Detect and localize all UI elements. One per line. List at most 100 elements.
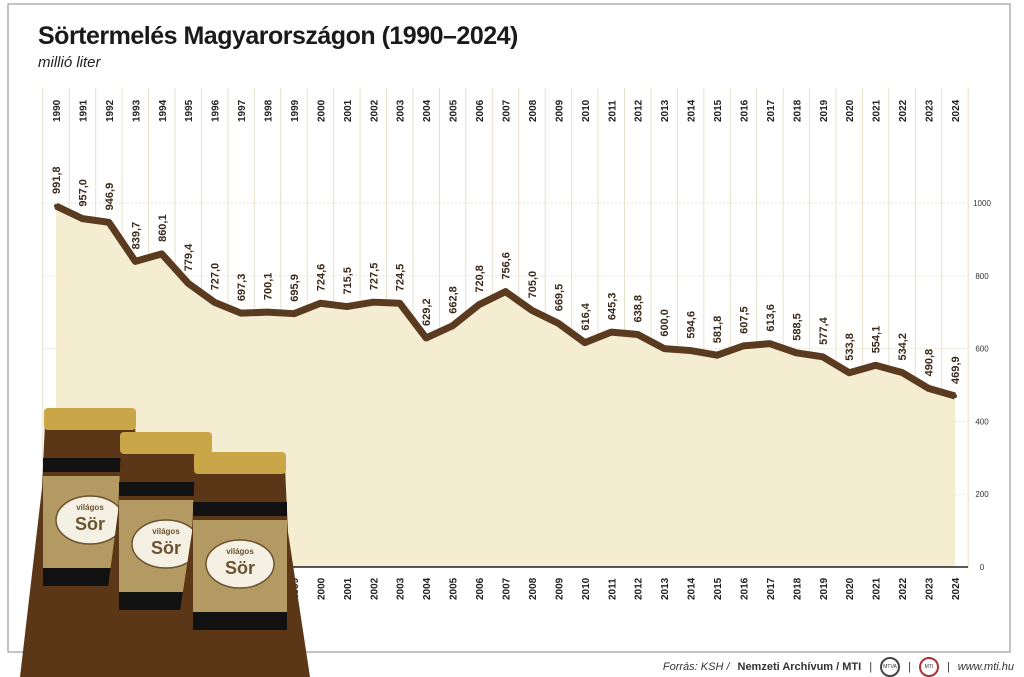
data-label: 700,1 xyxy=(263,273,275,301)
bottle-label-top: világos xyxy=(226,547,254,556)
y-tick-label: 200 xyxy=(975,490,989,499)
x-tick-label-top: 2017 xyxy=(766,99,777,122)
data-label: 554,1 xyxy=(871,326,883,354)
data-point xyxy=(953,393,957,398)
data-point xyxy=(635,332,640,337)
bottle-cap xyxy=(120,432,212,454)
x-tick-label-top: 1994 xyxy=(158,99,169,122)
bottle-band xyxy=(119,482,213,496)
x-tick-label-top: 1990 xyxy=(52,99,63,122)
bottle-band xyxy=(43,458,137,472)
data-label: 577,4 xyxy=(818,316,830,344)
x-tick-label-top: 1995 xyxy=(184,99,195,122)
footer: Forrás: KSH / Nemzeti Archívum / MTI | M… xyxy=(663,657,1014,677)
x-tick-label-bottom: 2000 xyxy=(316,577,327,600)
data-label: 715,5 xyxy=(342,267,354,295)
x-tick-label-top: 2002 xyxy=(369,99,380,122)
data-label: 720,8 xyxy=(474,265,486,293)
bottle-label-top: világos xyxy=(76,503,104,512)
data-label: 991,8 xyxy=(51,166,63,194)
data-point xyxy=(820,354,825,359)
data-point xyxy=(80,216,85,221)
bottle-cap xyxy=(194,452,286,474)
data-point xyxy=(265,310,270,315)
y-tick-label: 1000 xyxy=(973,199,991,208)
x-tick-label-top: 2003 xyxy=(396,99,407,122)
data-label: 616,4 xyxy=(580,302,592,330)
x-tick-label-bottom: 2017 xyxy=(766,577,777,600)
x-tick-label-bottom: 2015 xyxy=(713,577,724,600)
data-label: 534,2 xyxy=(897,333,909,361)
y-tick-label: 600 xyxy=(975,345,989,354)
data-label: 533,8 xyxy=(844,333,856,361)
data-point xyxy=(106,220,111,225)
x-tick-label-top: 2007 xyxy=(502,99,513,122)
x-tick-label-top: 1991 xyxy=(78,99,89,122)
x-tick-label-bottom: 2001 xyxy=(343,577,354,600)
x-tick-label-top: 2006 xyxy=(475,99,486,122)
data-label: 645,3 xyxy=(606,293,618,321)
x-tick-label-bottom: 2016 xyxy=(739,577,750,600)
x-tick-label-top: 2011 xyxy=(607,100,618,122)
x-tick-label-bottom: 2014 xyxy=(687,577,698,600)
chart-title: Sörtermelés Magyarországon (1990–2024) xyxy=(38,22,518,50)
bottle-label-top: világos xyxy=(152,527,180,536)
data-label: 697,3 xyxy=(236,274,248,302)
x-tick-label-top: 1993 xyxy=(131,99,142,122)
x-tick-label-bottom: 2008 xyxy=(528,577,539,600)
data-point xyxy=(503,289,508,294)
data-point xyxy=(450,323,455,328)
data-point xyxy=(344,304,349,309)
y-tick-label: 0 xyxy=(980,563,985,572)
data-point xyxy=(397,301,402,306)
x-tick-label-top: 2009 xyxy=(554,99,565,122)
data-point xyxy=(186,281,191,286)
x-tick-label-top: 2014 xyxy=(687,99,698,122)
footer-url[interactable]: www.mti.hu xyxy=(957,661,1014,673)
data-point xyxy=(133,259,138,264)
x-tick-label-top: 2008 xyxy=(528,99,539,122)
data-point xyxy=(556,321,561,326)
data-point xyxy=(900,370,905,375)
data-label: 638,8 xyxy=(633,295,645,323)
x-tick-label-top: 2024 xyxy=(951,99,962,122)
x-tick-label-top: 2001 xyxy=(343,99,354,122)
data-point xyxy=(159,251,164,256)
data-label: 695,9 xyxy=(289,274,301,302)
data-label: 594,6 xyxy=(686,311,698,339)
x-tick-label-top: 2004 xyxy=(422,99,433,122)
x-tick-label-bottom: 2018 xyxy=(792,577,803,600)
data-label: 839,7 xyxy=(130,222,142,250)
data-label: 588,5 xyxy=(791,313,803,341)
x-tick-label-top: 1998 xyxy=(264,99,275,122)
data-label: 600,0 xyxy=(659,309,671,337)
data-point xyxy=(794,350,799,355)
data-point xyxy=(371,300,376,305)
data-point xyxy=(688,348,693,353)
data-label: 727,0 xyxy=(210,263,222,291)
bottle-band xyxy=(193,502,287,516)
x-tick-label-top: 2005 xyxy=(449,99,460,122)
data-label: 490,8 xyxy=(924,349,936,377)
x-tick-label-top: 2000 xyxy=(316,99,327,122)
x-tick-label-bottom: 2002 xyxy=(369,577,380,600)
bottle-label-main: Sör xyxy=(151,538,181,558)
x-tick-label-top: 2010 xyxy=(581,99,592,122)
x-tick-label-bottom: 2022 xyxy=(898,577,909,600)
data-label: 662,8 xyxy=(448,286,460,314)
x-tick-label-bottom: 2011 xyxy=(607,578,618,600)
data-point xyxy=(212,300,217,305)
y-tick-label: 400 xyxy=(975,417,989,426)
data-point xyxy=(767,341,772,346)
source-bold: Nemzeti Archívum / MTI xyxy=(737,661,862,673)
data-label: 957,0 xyxy=(77,179,89,207)
data-label: 669,5 xyxy=(553,284,565,312)
data-point xyxy=(609,330,614,335)
x-tick-label-top: 1999 xyxy=(290,99,301,122)
x-tick-label-top: 2022 xyxy=(898,99,909,122)
x-tick-label-bottom: 2021 xyxy=(872,577,883,600)
x-tick-label-top: 2021 xyxy=(872,99,883,122)
data-label: 756,6 xyxy=(501,252,513,280)
data-point xyxy=(54,203,58,208)
